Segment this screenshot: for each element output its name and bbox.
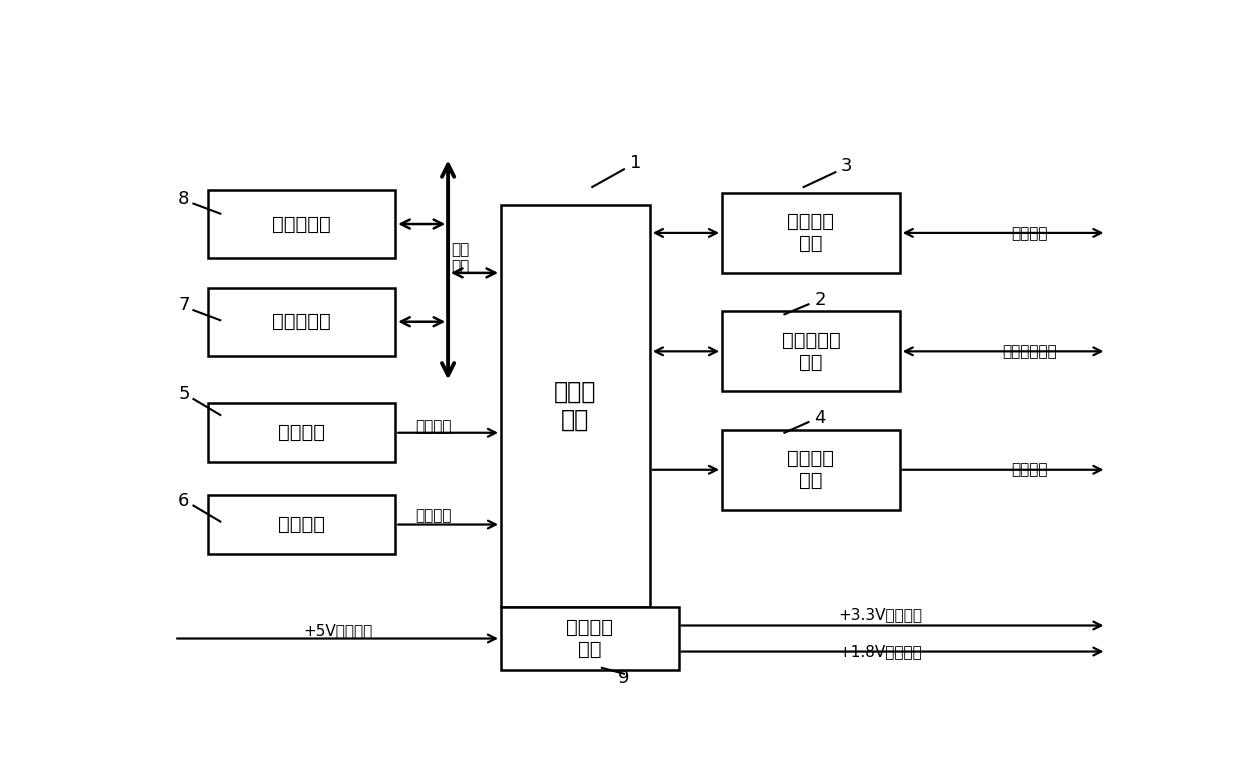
Text: 子系统管理
模块: 子系统管理 模块 (781, 331, 841, 372)
Text: 复位电路: 复位电路 (278, 423, 325, 442)
Bar (208, 495, 396, 554)
Text: 时钟电路: 时钟电路 (278, 515, 325, 534)
Bar (722, 311, 900, 391)
Text: 数据上送
模块: 数据上送 模块 (787, 212, 835, 254)
Text: 电源转换
模块: 电源转换 模块 (567, 618, 614, 659)
Text: +5V电源输入: +5V电源输入 (303, 624, 372, 638)
Text: 程序存储器: 程序存储器 (272, 215, 331, 234)
Text: 6: 6 (179, 492, 190, 510)
Text: 状态遥测
模块: 状态遥测 模块 (787, 449, 835, 491)
Bar (722, 193, 900, 273)
Bar (722, 430, 900, 510)
Text: 4: 4 (815, 409, 826, 427)
Text: +3.3V电源输出: +3.3V电源输出 (838, 607, 923, 622)
Text: 复位信号: 复位信号 (415, 419, 451, 434)
Text: +1.8V电源输出: +1.8V电源输出 (838, 644, 923, 659)
Bar (208, 403, 396, 462)
Text: 3: 3 (841, 158, 853, 175)
Text: 8: 8 (179, 190, 190, 208)
Text: 内部
总线: 内部 总线 (451, 242, 470, 275)
Text: 时钟信号: 时钟信号 (415, 508, 451, 523)
Text: 对外总线: 对外总线 (1012, 226, 1048, 241)
Text: 自身状态: 自身状态 (1012, 463, 1048, 478)
Text: 处理器
模块: 处理器 模块 (554, 380, 596, 432)
Text: 数据存储器: 数据存储器 (272, 312, 331, 331)
Bar (208, 190, 396, 258)
Text: 系统管理总线: 系统管理总线 (1002, 345, 1056, 359)
Text: 5: 5 (179, 385, 190, 403)
Text: 1: 1 (630, 155, 641, 172)
Text: 2: 2 (815, 291, 826, 308)
Bar (208, 288, 396, 356)
Text: 9: 9 (619, 670, 630, 687)
Text: 7: 7 (179, 296, 190, 315)
Bar (501, 608, 678, 670)
Bar (501, 205, 650, 608)
